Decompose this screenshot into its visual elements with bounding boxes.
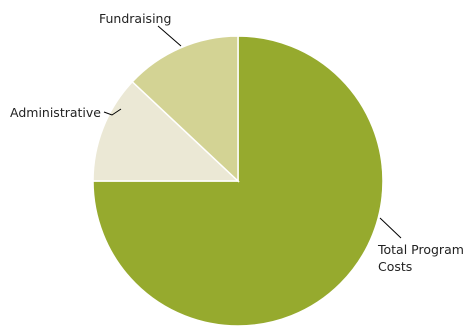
slice-label-administrative: Administrative bbox=[10, 105, 101, 120]
pie-slice-fundraising bbox=[131, 35, 239, 183]
slice-label-fundraising: Fundraising bbox=[99, 11, 171, 26]
slice-label-total-program-costs: Total Program Costs bbox=[377, 242, 464, 274]
leader-line-fundraising bbox=[157, 25, 182, 47]
pie-slice-administrative bbox=[92, 80, 240, 182]
leader-line-administrative bbox=[103, 108, 122, 116]
leader-line-total-program-costs bbox=[379, 217, 402, 239]
